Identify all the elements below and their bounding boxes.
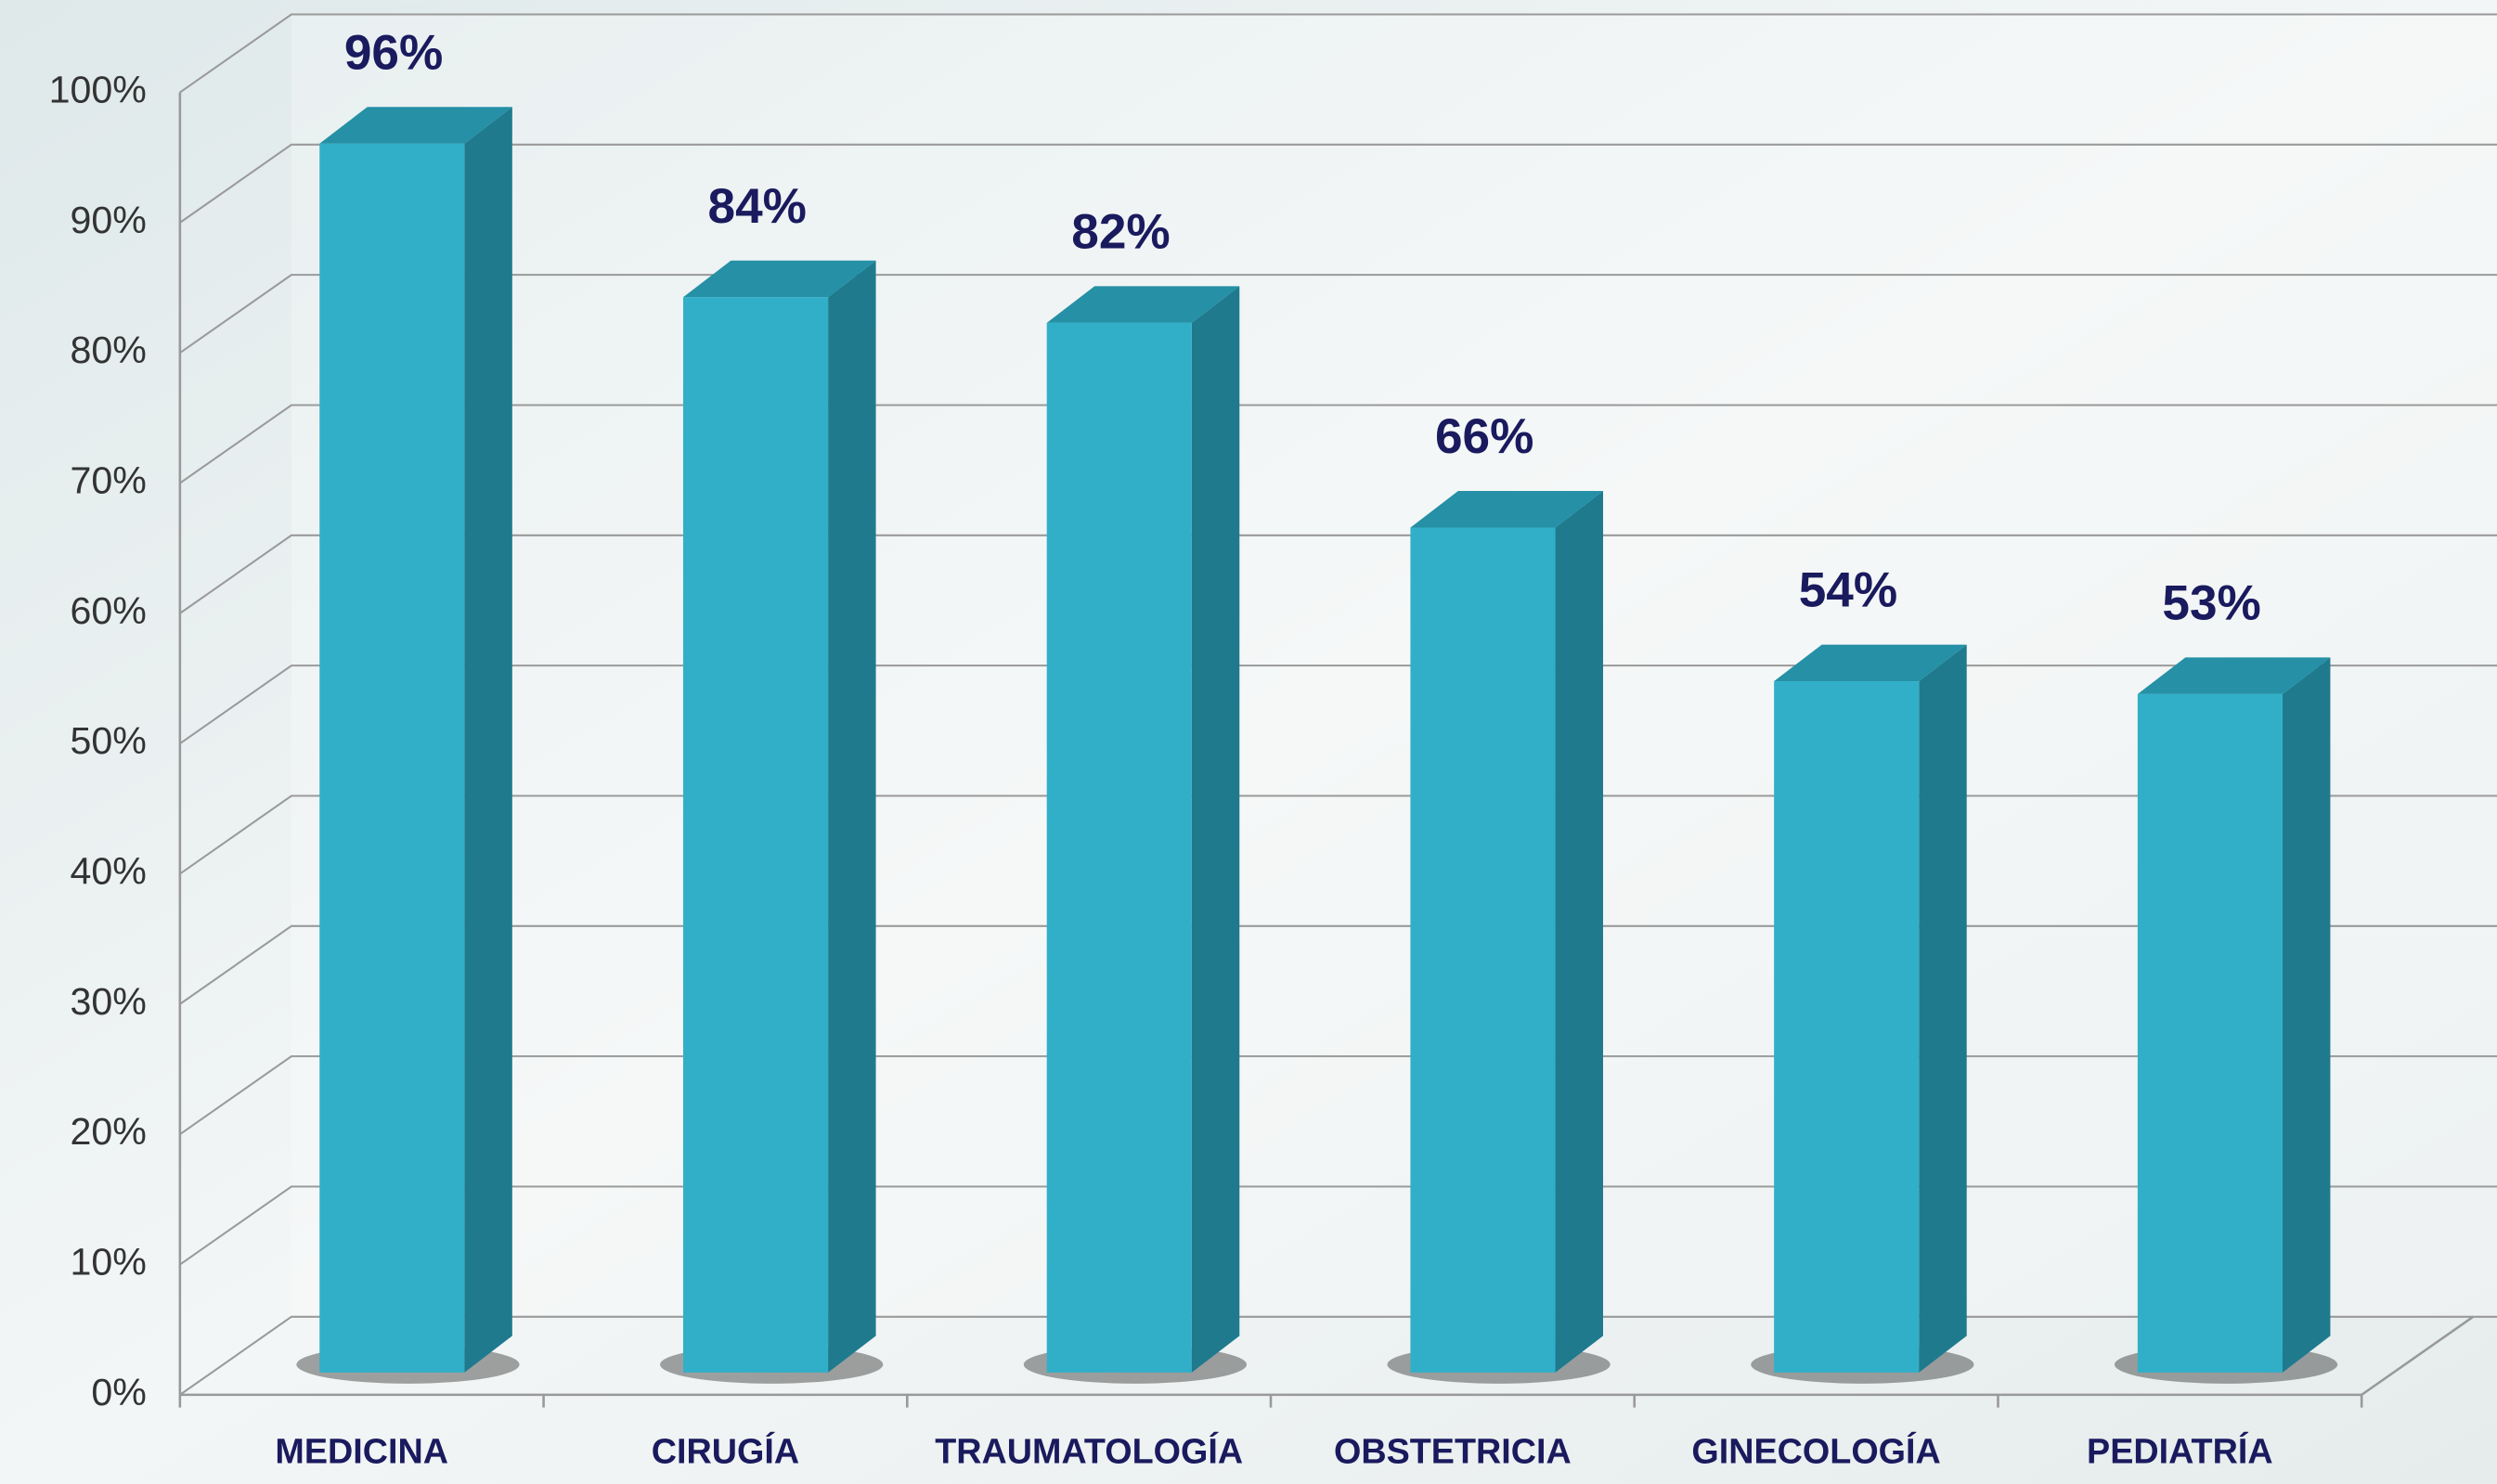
bar-side: [2283, 657, 2330, 1372]
y-tick-label: 50%: [70, 719, 146, 762]
x-tick-label: TRAUMATOLOGÍA: [935, 1431, 1243, 1470]
value-label: 82%: [1071, 205, 1170, 260]
value-label: 84%: [708, 179, 807, 234]
bar-side: [464, 107, 511, 1373]
value-label: 66%: [1435, 409, 1533, 464]
x-tick-label: MEDICINA: [275, 1431, 448, 1470]
x-tick-label: GINECOLOGÍA: [1691, 1431, 1940, 1470]
bar-side: [1192, 286, 1239, 1372]
y-tick-label: 30%: [70, 980, 146, 1023]
bar: [1410, 528, 1555, 1373]
value-label: 54%: [1799, 563, 1897, 618]
y-tick-label: 90%: [70, 199, 146, 241]
x-tick-label: PEDIATRÍA: [2087, 1431, 2273, 1470]
y-tick-label: 80%: [70, 329, 146, 371]
bar: [683, 297, 828, 1373]
value-label: 53%: [2162, 576, 2260, 631]
y-tick-label: 0%: [91, 1371, 146, 1413]
bar: [1047, 323, 1192, 1373]
y-tick-label: 60%: [70, 589, 146, 632]
bar-side: [1556, 491, 1603, 1373]
x-tick-label: OBSTETRICIA: [1334, 1431, 1572, 1470]
value-label: 96%: [344, 25, 443, 80]
bar: [319, 144, 464, 1373]
y-tick-label: 40%: [70, 849, 146, 892]
bar: [1774, 681, 1919, 1373]
y-tick-label: 70%: [70, 458, 146, 501]
y-tick-label: 100%: [49, 68, 147, 110]
x-tick-label: CIRUGÍA: [652, 1431, 799, 1470]
page: {"chart_data": {"type": "bar3d", "catego…: [0, 0, 2497, 1484]
bar: [2138, 694, 2283, 1373]
bar-side: [828, 261, 875, 1373]
bar-side: [1919, 645, 1966, 1373]
y-tick-label: 10%: [70, 1240, 146, 1283]
y-tick-label: 20%: [70, 1110, 146, 1153]
chart: 0% 10% 20% 30% 40% 50% 60% 70% 80% 90% 100% MEDICIN…: [0, 0, 2497, 1484]
